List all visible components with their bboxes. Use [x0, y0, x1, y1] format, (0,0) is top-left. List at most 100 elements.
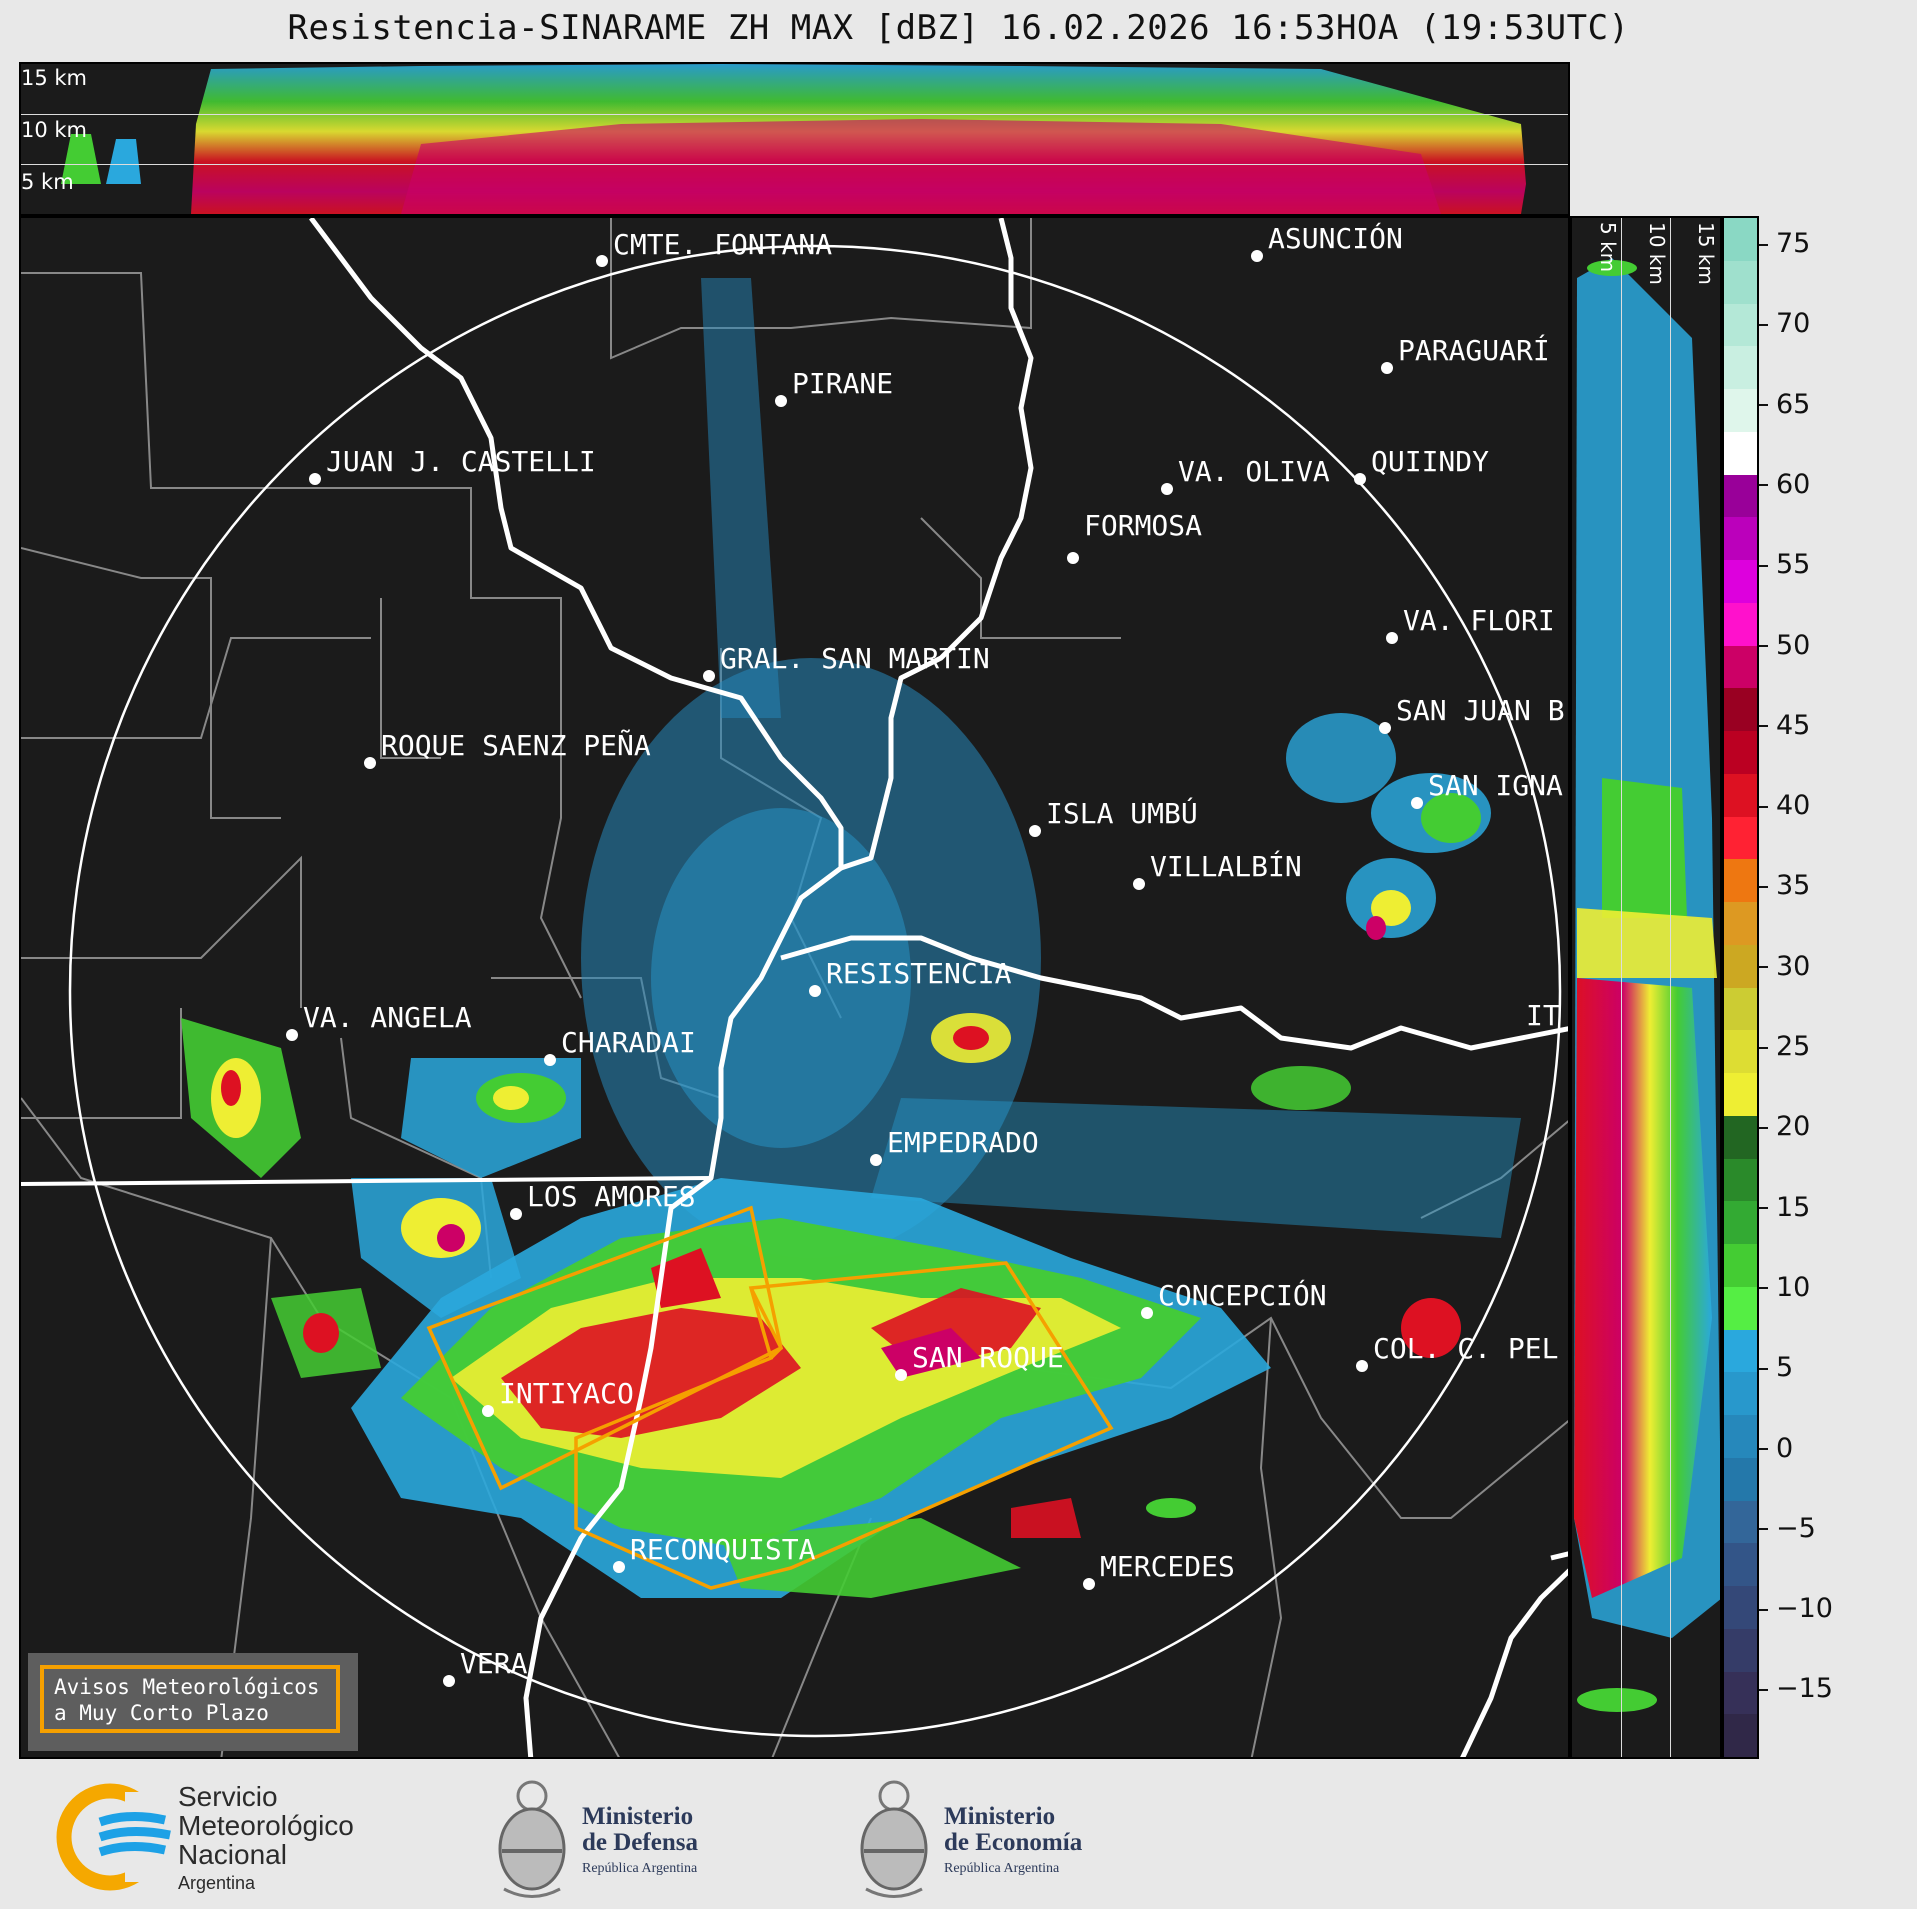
smn-line4: Argentina	[178, 1873, 256, 1893]
colorbar-tick-label: 70	[1759, 308, 1810, 339]
city-label: VERA	[460, 1647, 528, 1680]
colorbar-segment	[1724, 260, 1757, 304]
colorbar-segment	[1724, 1030, 1757, 1073]
colorbar-segment	[1724, 1500, 1757, 1544]
side-label-15km: 15 km	[1694, 222, 1718, 285]
smn-line2: Meteorológico	[178, 1810, 354, 1841]
city-label: CHARADAI	[561, 1026, 696, 1059]
colorbar-tick-label: 65	[1759, 389, 1810, 420]
top-profile-echo	[61, 64, 1526, 214]
city-dot	[510, 1208, 522, 1220]
top-label-10km: 10 km	[21, 118, 88, 142]
city-label: PARAGUARÍ	[1398, 333, 1550, 367]
colorbar-segment	[1724, 218, 1757, 261]
city-label: VA. FLORI	[1403, 604, 1555, 637]
city-label: SAN JUAN B	[1396, 694, 1565, 727]
economia-line1: Ministerio	[944, 1803, 1056, 1830]
side-grid-5km	[1621, 218, 1622, 1757]
colorbar-segment	[1724, 645, 1757, 689]
colorbar-segment	[1724, 1158, 1757, 1202]
colorbar-segment	[1724, 1329, 1757, 1373]
warning-polygons	[426, 1205, 1114, 1590]
colorbar-segment	[1724, 1244, 1757, 1287]
city-label: PIRANE	[792, 367, 893, 400]
city-label: COL. C. PEL	[1373, 1332, 1558, 1365]
colorbar-tick-label: 50	[1759, 630, 1810, 661]
colorbar-segment	[1724, 346, 1757, 389]
warning-legend-line1: Avisos Meteorológicos	[54, 1675, 320, 1699]
city-label: VA. OLIVA	[1178, 455, 1330, 488]
colorbar-segment	[1724, 773, 1757, 817]
colorbar-segment	[1724, 1286, 1757, 1330]
defensa-line2: de Defensa	[582, 1829, 698, 1856]
city-label: MERCEDES	[1100, 1550, 1235, 1583]
colorbar-tick-label: 0	[1759, 1433, 1793, 1464]
colorbar-segment	[1724, 1543, 1757, 1586]
city-dot	[443, 1675, 455, 1687]
colorbar-segment	[1724, 474, 1757, 518]
colorbar-tick-label: 40	[1759, 790, 1810, 821]
smn-wordmark: Servicio Meteorológico Nacional Argentin…	[178, 1782, 354, 1898]
city-dot	[703, 670, 715, 682]
city-dot	[870, 1154, 882, 1166]
city-label: RESISTENCIA	[826, 957, 1012, 990]
city-dot	[1029, 825, 1041, 837]
colorbar-segment	[1724, 602, 1757, 646]
colorbar-segment	[1724, 1671, 1757, 1715]
smn-logo-icon	[56, 1783, 175, 1891]
colorbar-segment	[1724, 1073, 1757, 1116]
defensa-line3: República Argentina	[582, 1861, 698, 1876]
defensa-line1: Ministerio	[582, 1803, 694, 1830]
rivers	[21, 218, 1568, 1757]
warning-legend-line2: a Muy Corto Plazo	[54, 1701, 269, 1725]
city-label: ISLA UMBÚ	[1046, 796, 1198, 830]
city-dot	[1381, 362, 1393, 374]
side-label-10km: 10 km	[1645, 222, 1669, 285]
chart-title: Resistencia-SINARAME ZH MAX [dBZ] 16.02.…	[287, 8, 1630, 48]
footer: Servicio Meteorológico Nacional Argentin…	[0, 1760, 1917, 1909]
defensa-wordmark: Ministerio de Defensa República Argentin…	[582, 1804, 698, 1882]
city-dot	[286, 1029, 298, 1041]
colorbar-tick-label: 5	[1759, 1352, 1793, 1383]
colorbar-segment	[1724, 389, 1757, 432]
city-dot	[895, 1369, 907, 1381]
top-label-5km: 5 km	[21, 170, 74, 194]
city-dot	[1161, 483, 1173, 495]
colorbar-segment	[1724, 431, 1757, 475]
colorbar-segment	[1724, 1586, 1757, 1629]
colorbar-tick-label: 55	[1759, 549, 1810, 580]
colorbar-tick-label: 60	[1759, 469, 1810, 500]
city-dot	[1251, 250, 1263, 262]
top-label-15km: 15 km	[21, 66, 88, 90]
city-dot	[1386, 632, 1398, 644]
city-label: IT	[1526, 999, 1560, 1032]
city-dot	[613, 1561, 625, 1573]
radar-echoes	[181, 278, 1521, 1598]
city-label: SAN ROQUE	[912, 1341, 1064, 1374]
warning-legend-frame: Avisos Meteorológicos a Muy Corto Plazo	[40, 1665, 340, 1733]
city-label: LOS AMORES	[527, 1180, 696, 1213]
city-markers: CMTE. FONTANA ASUNCIÓN PIRANE PARAGUARÍ …	[286, 221, 1565, 1687]
city-dot	[544, 1054, 556, 1066]
city-dot	[1379, 722, 1391, 734]
colorbar-tick-label: 45	[1759, 710, 1810, 741]
colorbar-tick-label: 15	[1759, 1192, 1810, 1223]
map-canvas: CMTE. FONTANA ASUNCIÓN PIRANE PARAGUARÍ …	[21, 218, 1568, 1757]
range-ring	[68, 244, 1562, 1738]
colorbar-segment	[1724, 1115, 1757, 1159]
colorbar-segment	[1724, 1628, 1757, 1672]
colorbar-segment	[1724, 517, 1757, 560]
side-label-5km: 5 km	[1596, 222, 1620, 273]
top-grid-5km	[21, 164, 1568, 165]
colorbar-tick-label: 10	[1759, 1272, 1810, 1303]
city-dot	[1411, 797, 1423, 809]
city-label: INTIYACO	[499, 1377, 634, 1410]
city-dot	[309, 473, 321, 485]
smn-line1: Servicio	[178, 1781, 278, 1812]
city-label: VILLALBÍN	[1150, 849, 1302, 883]
city-label: ASUNCIÓN	[1268, 221, 1403, 255]
city-dot	[1356, 1360, 1368, 1372]
economia-line2: de Economía	[944, 1829, 1083, 1856]
colorbar-tick-label: −10	[1759, 1593, 1833, 1624]
city-dot	[1354, 473, 1366, 485]
